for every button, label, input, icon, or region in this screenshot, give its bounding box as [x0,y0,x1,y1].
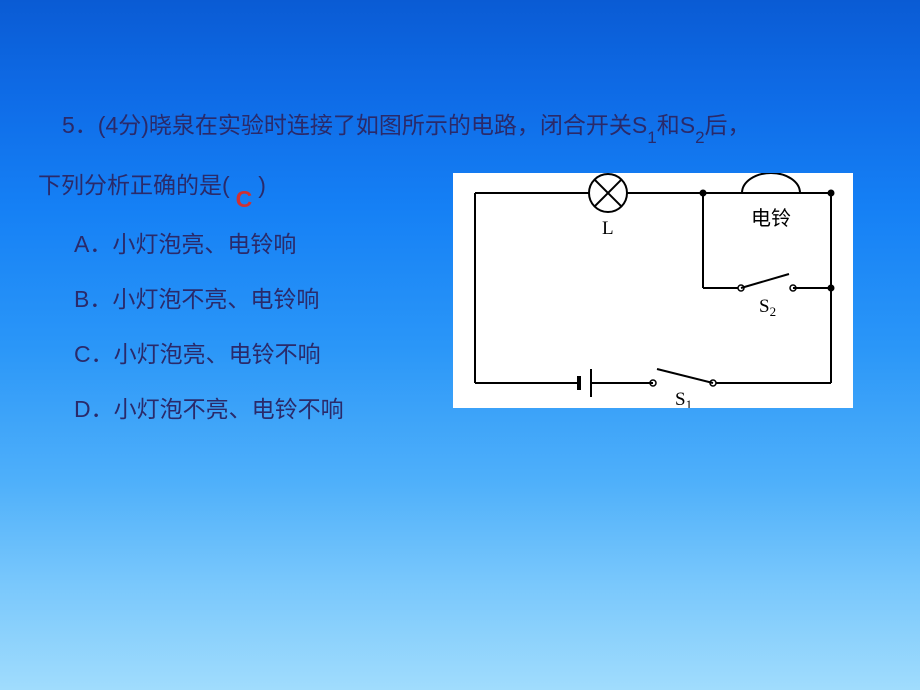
sub-s1: 1 [647,128,656,147]
question-mid: 和S [657,112,695,138]
question-line-1: 5．(4分)晓泉在实验时连接了如图所示的电路，闭合开关S1和S2后， [62,104,751,150]
sub-s2: 2 [695,128,704,147]
svg-text:L: L [602,218,614,239]
option-d: D．小灯泡不亮、电铃不响 [74,392,344,427]
svg-text:S2: S2 [759,296,776,319]
option-c: C．小灯泡亮、电铃不响 [74,337,321,372]
question-body-1: 晓泉在实验时连接了如图所示的电路，闭合开关S [149,112,647,138]
question-points: (4分) [98,112,149,138]
question-line-2: 下列分析正确的是( C ) [38,164,266,208]
answer-letter: C [236,178,253,222]
question-body-2: 下列分析正确的是( [38,164,230,208]
option-a: A．小灯泡亮、电铃响 [74,227,296,262]
svg-text:S1: S1 [675,389,692,408]
slide-container: 5．(4分)晓泉在实验时连接了如图所示的电路，闭合开关S1和S2后， 下列分析正… [0,0,920,690]
svg-text:电铃: 电铃 [751,207,791,230]
question-end2: ) [258,164,266,208]
option-b: B．小灯泡不亮、电铃响 [74,282,319,317]
question-number: 5． [62,112,98,138]
question-end1: 后， [705,112,751,138]
circuit-diagram: L 电铃 S2 S1 [453,173,853,408]
circuit-svg: L 电铃 S2 S1 [453,173,853,408]
